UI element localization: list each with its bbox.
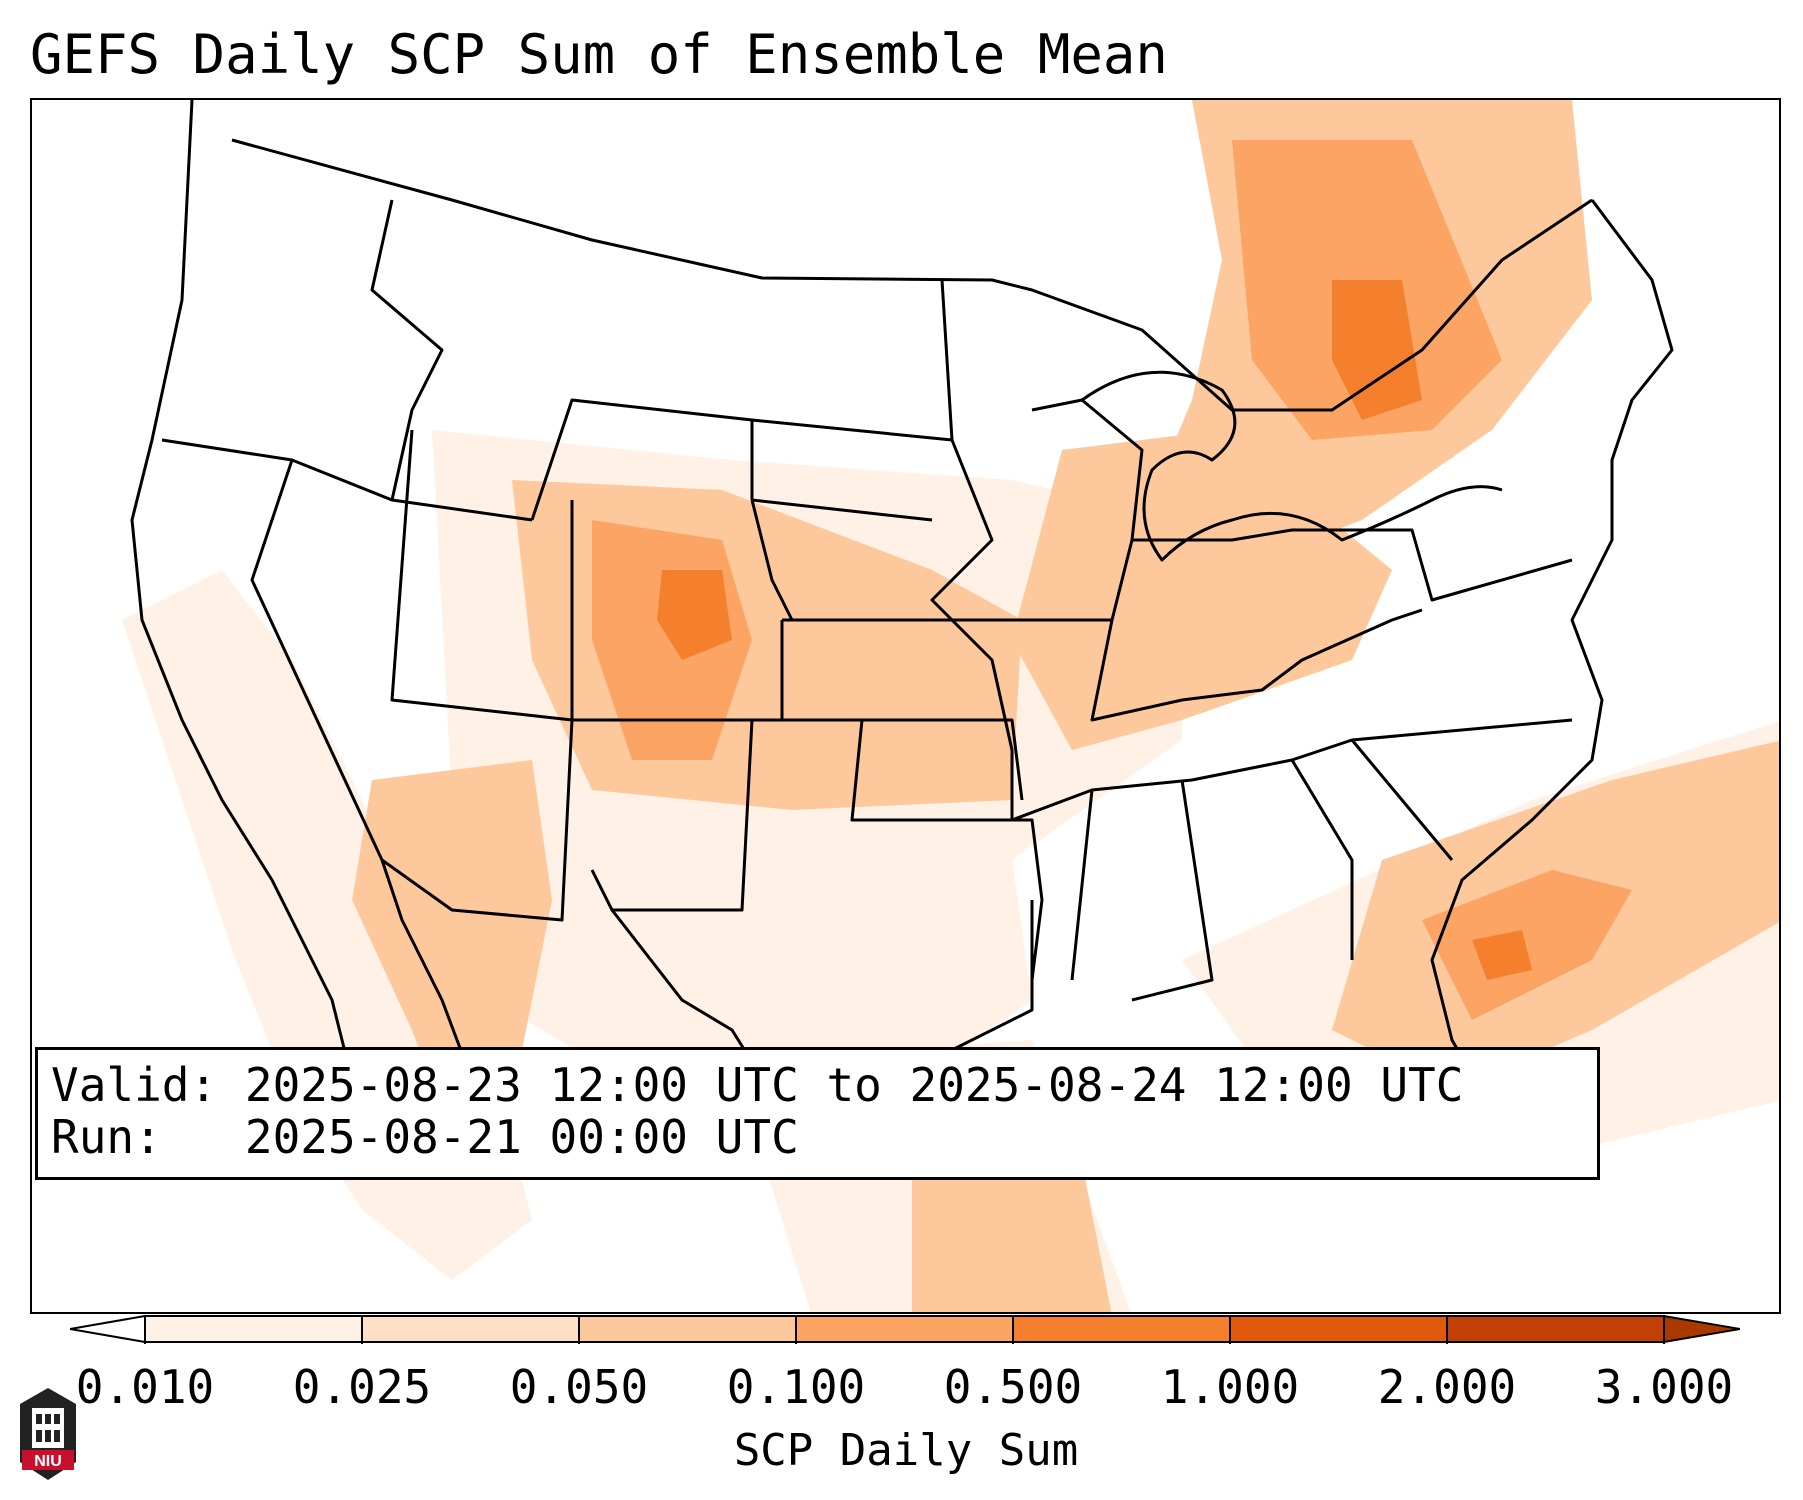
colorbar (70, 1314, 1740, 1344)
niu-logo: NIU (20, 1388, 76, 1480)
east-coast (1430, 199, 1674, 1161)
scp-core-plains (657, 570, 732, 660)
valid-line: Valid: 2025-08-23 12:00 UTC to 2025-08-2… (51, 1058, 1463, 1112)
colorbar-segment (145, 1316, 363, 1342)
scp-field-dark-atlantic (1422, 870, 1632, 1020)
state-lines-central (590, 279, 1044, 981)
scp-core-northeast (1332, 280, 1422, 420)
great-lakes (1081, 370, 1503, 562)
colorbar-segment (362, 1316, 580, 1342)
colorbar-segment (796, 1316, 1014, 1342)
run-line: Run: 2025-08-21 00:00 UTC (51, 1110, 799, 1164)
map-title: GEFS Daily SCP Sum of Ensemble Mean (30, 23, 1168, 86)
valid-text: 2025-08-23 12:00 UTC to 2025-08-24 12:00… (244, 1058, 1464, 1112)
colorbar-tick-label: 0.025 (292, 1360, 432, 1414)
colorbar-segment (579, 1316, 797, 1342)
scp-field-med-greatlakes (1012, 430, 1392, 750)
colorbar-outline (144, 1315, 1665, 1343)
colorbar-tick-label: 1.000 (1160, 1360, 1300, 1414)
west-coast (130, 100, 374, 1161)
colorbar-tick-label: 3.000 (1594, 1360, 1734, 1414)
niu-logo-text: NIU (34, 1453, 62, 1470)
colorbar-tick-label: 0.100 (726, 1360, 866, 1414)
colorbar-right-arrow (1663, 1314, 1740, 1344)
state-lines-east (1011, 398, 1573, 1002)
scp-core-atlantic (1472, 930, 1532, 980)
us-canada-border (231, 138, 1593, 412)
colorbar-tick-label: 0.010 (75, 1360, 215, 1414)
valid-label: Valid: (51, 1058, 218, 1112)
colorbar-left-arrow (70, 1314, 146, 1344)
run-label: Run: (51, 1110, 162, 1164)
info-box: Valid: 2025-08-23 12:00 UTC to 2025-08-2… (35, 1047, 1600, 1180)
colorbar-tick-label: 0.500 (943, 1360, 1083, 1414)
colorbar-segment (1447, 1316, 1665, 1342)
colorbar-segment (1230, 1316, 1448, 1342)
colorbar-tick-label: 0.050 (509, 1360, 649, 1414)
run-text: 2025-08-21 00:00 UTC (244, 1110, 799, 1164)
colorbar-tick-label: 2.000 (1377, 1360, 1517, 1414)
colorbar-label: SCP Daily Sum (733, 1425, 1079, 1476)
colorbar-segment (1013, 1316, 1231, 1342)
